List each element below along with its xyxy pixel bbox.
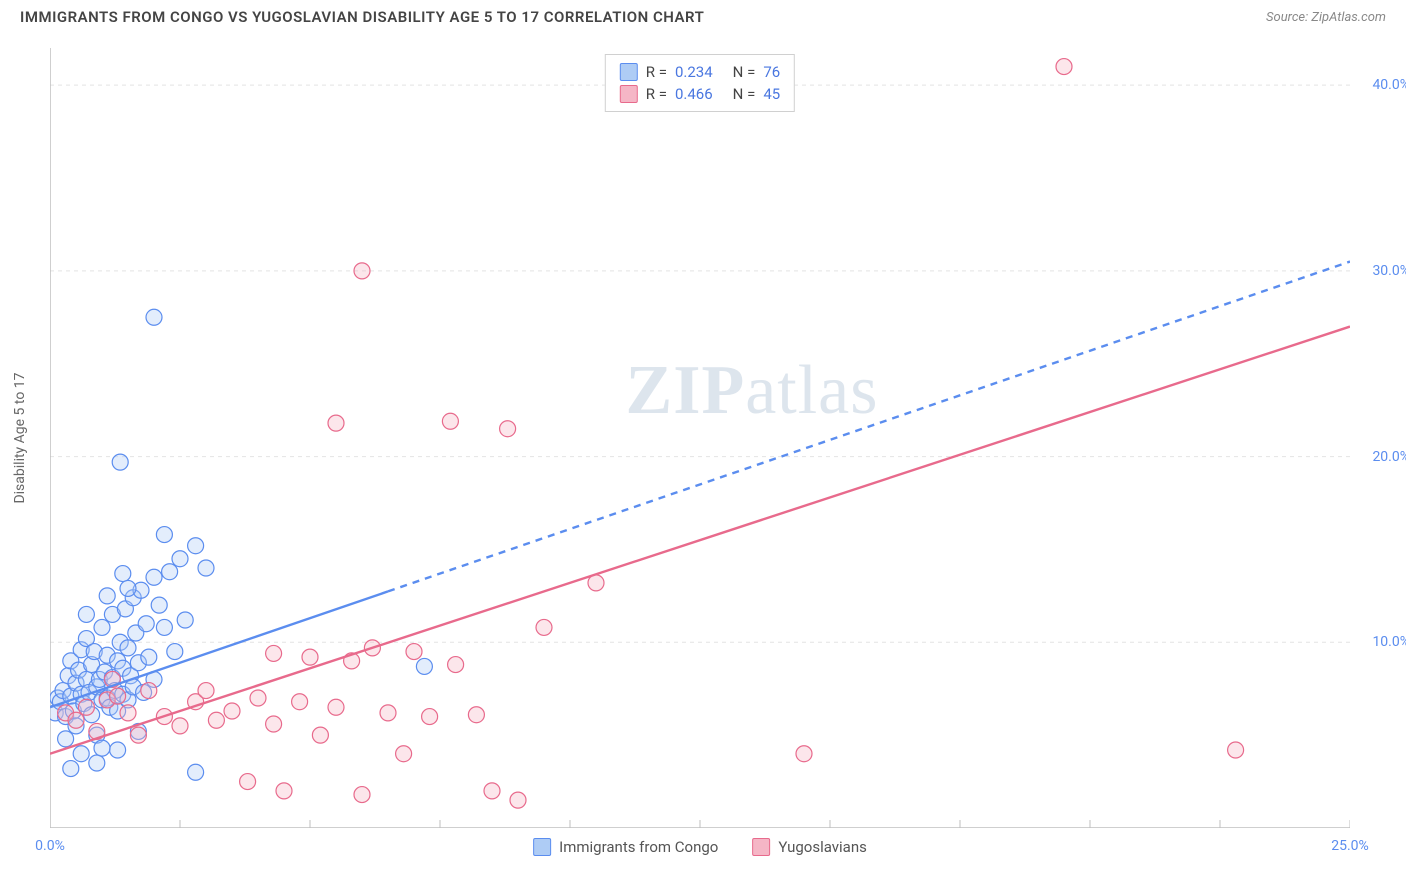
legend-series: Immigrants from Congo Yugoslavians [533,838,867,856]
legend-stats-row: R = 0.466 N = 45 [620,83,780,105]
x-tick-label: 0.0% [35,838,65,854]
legend-r-label: R = [646,85,667,103]
y-tick-label: 20.0% [1372,449,1406,465]
chart-title: IMMIGRANTS FROM CONGO VS YUGOSLAVIAN DIS… [20,8,704,26]
chart-source: Source: ZipAtlas.com [1266,10,1386,25]
legend-series-name: Immigrants from Congo [559,838,718,856]
legend-stats: R = 0.234 N = 76 R = 0.466 N = 45 [605,54,795,112]
legend-swatch [533,838,551,856]
x-tick-label: 25.0% [1331,838,1369,854]
legend-series-item: Immigrants from Congo [533,838,718,856]
chart-area: Disability Age 5 to 17 ZIPatlas R = 0.23… [50,48,1350,828]
legend-r-value: 0.466 [675,85,713,103]
legend-r-label: R = [646,63,667,81]
legend-n-value: 45 [763,85,780,103]
y-tick-label: 40.0% [1372,77,1406,93]
legend-n-label: N = [733,63,756,81]
legend-swatch [620,85,638,103]
legend-swatch [620,63,638,81]
y-tick-label: 30.0% [1372,263,1406,279]
y-tick-label: 10.0% [1372,634,1406,650]
chart-header: IMMIGRANTS FROM CONGO VS YUGOSLAVIAN DIS… [0,0,1406,30]
scatter-plot [50,48,1350,828]
legend-swatch [752,838,770,856]
legend-r-value: 0.234 [675,63,713,81]
y-axis-label: Disability Age 5 to 17 [12,372,28,503]
legend-series-item: Yugoslavians [752,838,867,856]
legend-series-name: Yugoslavians [778,838,867,856]
legend-n-value: 76 [763,63,780,81]
legend-stats-row: R = 0.234 N = 76 [620,61,780,83]
legend-n-label: N = [733,85,756,103]
